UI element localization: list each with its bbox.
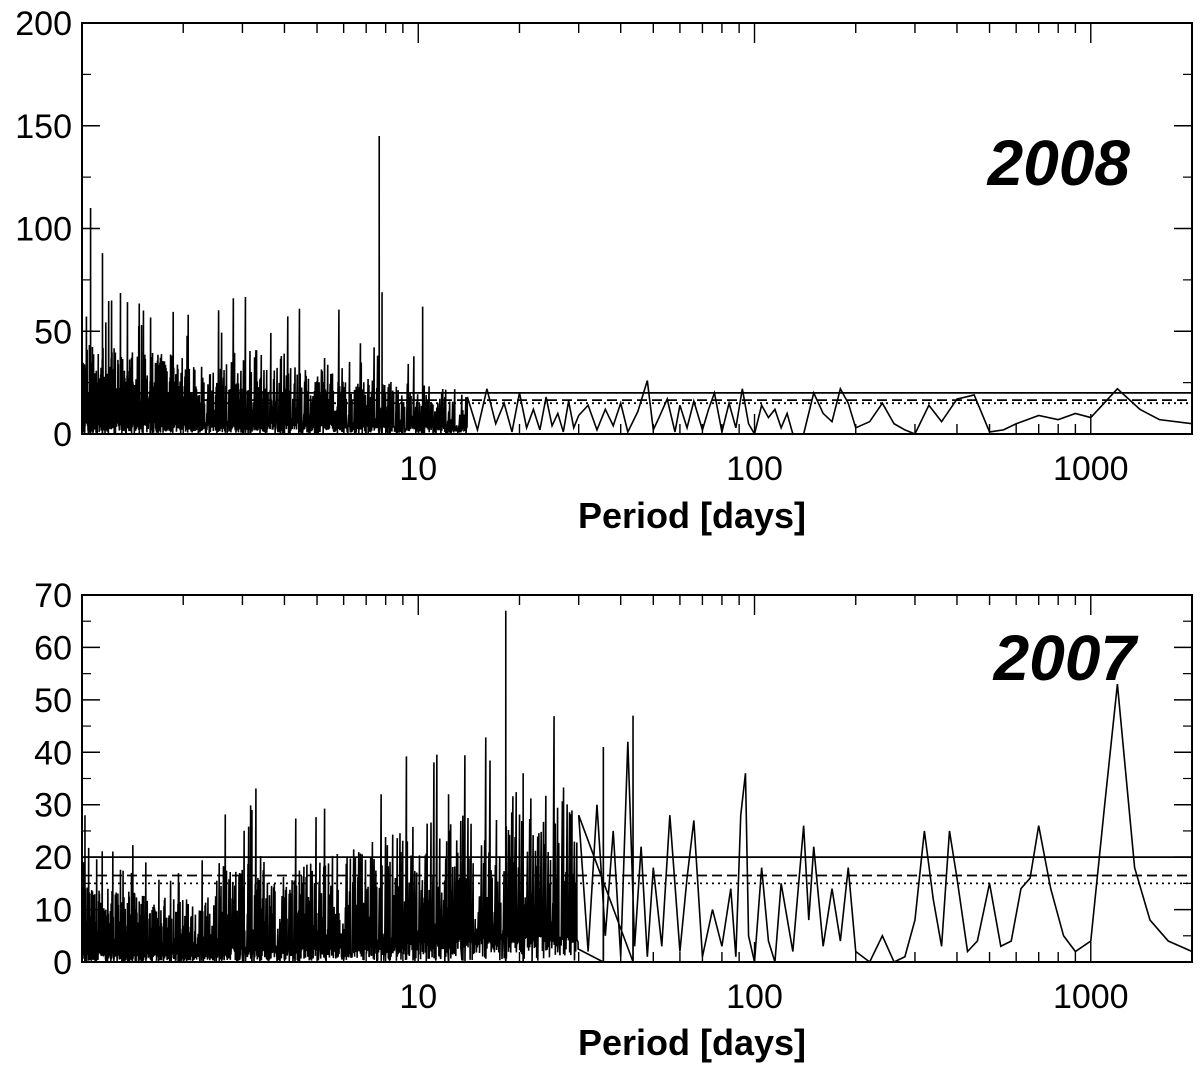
y-tick-label: 50 [34, 682, 72, 720]
y-tick-label: 200 [15, 5, 72, 43]
x-axis-label: Period [days] [578, 495, 806, 536]
x-tick-label: 10 [399, 450, 437, 488]
x-tick-label: 10 [399, 978, 437, 1016]
x-tick-label: 1000 [1053, 978, 1129, 1016]
x-tick-label: 100 [726, 450, 783, 488]
y-tick-label: 100 [15, 211, 72, 249]
y-tick-label: 40 [34, 734, 72, 772]
y-tick-label: 150 [15, 108, 72, 146]
periodogram-line [82, 136, 1192, 434]
y-tick-label: 60 [34, 629, 72, 667]
plot-frame [81, 22, 1193, 435]
x-tick-label: 100 [726, 978, 783, 1016]
x-tick-label: 1000 [1053, 450, 1129, 488]
y-tick-label: 20 [34, 839, 72, 877]
periodogram-line [82, 610, 1192, 962]
y-tick-label: 0 [53, 944, 72, 982]
y-tick-label: 0 [53, 416, 72, 454]
y-tick-label: 50 [34, 313, 72, 351]
x-axis-label: Period [days] [578, 1022, 806, 1063]
panel-2007: 0 10 20 30 40 50 60 70 10 100 1000 Period [days] 200… [34, 577, 1193, 1063]
y-tick-label: 30 [34, 787, 72, 825]
y-tick-label: 70 [34, 577, 72, 615]
year-annotation: 2008 [987, 127, 1131, 199]
panel-2008: 0 50 100 150 200 10 100 1000 Period [days] 2008 [15, 5, 1193, 536]
year-annotation: 2007 [993, 622, 1140, 694]
y-tick-label: 10 [34, 892, 72, 930]
